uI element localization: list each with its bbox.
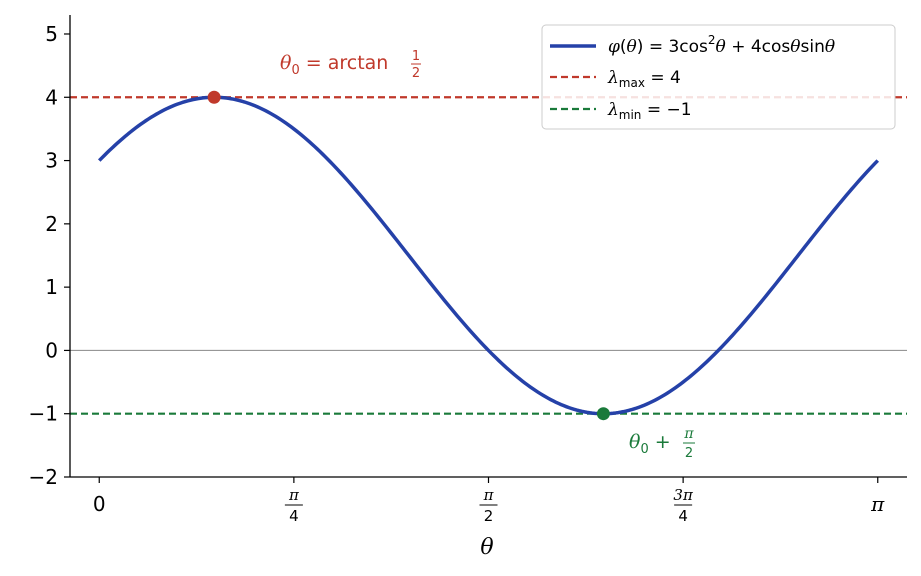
legend-entry-lambda-min: λmin = −1	[550, 100, 692, 122]
y-tick-label: −1	[29, 402, 58, 426]
min-point	[596, 407, 610, 421]
x-axis-label: θ	[480, 535, 493, 560]
curve-layer	[97, 95, 880, 416]
svg-text:3π: 3π	[673, 486, 694, 504]
y-tick-label: 3	[45, 149, 58, 173]
legend: φ(θ) = 3cos2θ + 4cosθsinθ λmax = 4 λmin …	[541, 24, 896, 130]
y-tick-label: 4	[45, 85, 58, 109]
svg-text:2: 2	[412, 66, 420, 81]
legend-entry-phi: φ(θ) = 3cos2θ + 4cosθsinθ	[550, 33, 835, 57]
series-line-phi	[97, 95, 880, 416]
legend-box	[541, 24, 896, 130]
svg-text:φ(θ) = 3cos2θ + 4cosθsinθ: φ(θ) = 3cos2θ + 4cosθsinθ	[608, 33, 835, 57]
svg-text:1: 1	[412, 49, 420, 64]
svg-text:4: 4	[289, 507, 299, 525]
svg-text:2: 2	[685, 446, 693, 461]
x-tick-label: π4	[284, 486, 303, 525]
svg-text:0: 0	[93, 492, 106, 516]
x-tick-label: 0	[93, 492, 106, 516]
svg-text:4: 4	[678, 507, 688, 525]
y-tick-label: 2	[45, 212, 58, 236]
svg-text:λmax = 4: λmax = 4	[607, 68, 681, 90]
extremum-points	[207, 90, 610, 421]
max-point	[207, 90, 221, 104]
y-tick-label: −2	[29, 465, 58, 489]
svg-text:π: π	[483, 486, 495, 504]
y-ticks: −2 −1 0 1 2 3 4 5	[29, 22, 70, 489]
svg-text:π: π	[683, 426, 694, 442]
svg-text:λmin = −1: λmin = −1	[607, 100, 692, 122]
svg-text:2: 2	[484, 507, 494, 525]
y-tick-label: 0	[45, 338, 58, 362]
max-annotation: θ0 = arctan 1 2	[280, 49, 421, 81]
y-tick-label: 1	[45, 275, 58, 299]
svg-text:π: π	[870, 492, 885, 516]
x-tick-label: 3π4	[673, 486, 694, 525]
legend-entry-lambda-max: λmax = 4	[550, 68, 681, 90]
x-tick-label: π	[870, 492, 885, 516]
svg-text:θ0 +: θ0 +	[629, 431, 671, 457]
min-annotation: θ0 + π 2	[629, 426, 695, 461]
svg-text:π: π	[288, 486, 300, 504]
x-tick-label: π2	[479, 486, 498, 525]
reference-lines	[70, 96, 907, 415]
y-tick-label: 5	[45, 22, 58, 46]
svg-text:θ0 = arctan: θ0 = arctan	[280, 52, 388, 78]
